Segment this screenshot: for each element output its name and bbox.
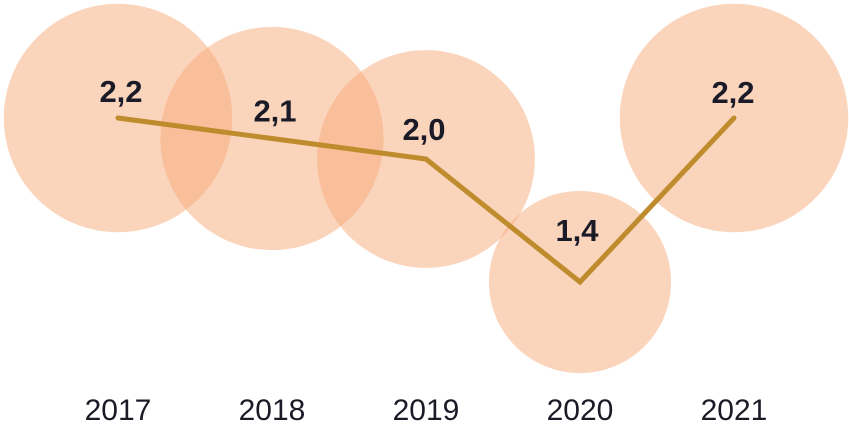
year-labels-group: 2017 2018 2019 2020 2021 [85,394,768,425]
value-label-2017: 2,2 [99,74,142,109]
value-label-2020: 1,4 [555,213,599,248]
year-label-2020: 2020 [547,394,614,425]
value-label-2018: 2,1 [253,94,296,129]
value-label-2019: 2,0 [402,112,445,147]
value-label-2021: 2,2 [711,75,754,110]
year-label-2017: 2017 [85,394,152,425]
year-label-2018: 2018 [239,394,306,425]
value-labels-group: 2,2 2,1 2,0 1,4 2,2 [99,74,754,248]
trend-line [115,115,737,286]
bubbles-group [3,3,849,374]
year-label-2021: 2021 [701,394,768,425]
year-label-2019: 2019 [393,394,460,425]
